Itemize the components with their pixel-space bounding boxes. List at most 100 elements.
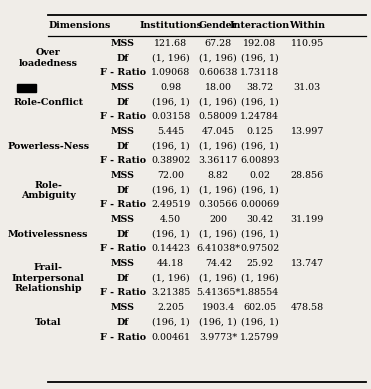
Text: 4.50: 4.50 xyxy=(160,215,181,224)
Text: Df: Df xyxy=(117,318,129,327)
Text: (196, 1): (196, 1) xyxy=(152,142,190,151)
Text: F - Ratio: F - Ratio xyxy=(100,156,146,165)
Text: Dimensions: Dimensions xyxy=(48,21,111,30)
Text: F - Ratio: F - Ratio xyxy=(100,112,146,121)
Text: Gender: Gender xyxy=(199,21,238,30)
Text: F - Ratio: F - Ratio xyxy=(100,333,146,342)
Text: 30.42: 30.42 xyxy=(246,215,273,224)
Text: (1, 196): (1, 196) xyxy=(200,186,237,195)
Text: Powerless-Ness: Powerless-Ness xyxy=(7,142,89,151)
Text: (196, 1): (196, 1) xyxy=(241,318,279,327)
Text: Motivelessness: Motivelessness xyxy=(8,230,89,239)
Text: 5.445: 5.445 xyxy=(157,127,184,136)
Text: (1, 196): (1, 196) xyxy=(241,274,279,283)
Text: 0.58009: 0.58009 xyxy=(199,112,238,121)
Text: Df: Df xyxy=(117,98,129,107)
Text: MSS: MSS xyxy=(111,259,135,268)
Text: 3.9773*: 3.9773* xyxy=(199,333,237,342)
Text: 13.747: 13.747 xyxy=(291,259,324,268)
Text: MSS: MSS xyxy=(111,171,135,180)
Text: 1.25799: 1.25799 xyxy=(240,333,279,342)
Text: Within: Within xyxy=(289,21,325,30)
Text: 0.03158: 0.03158 xyxy=(151,112,190,121)
Text: 602.05: 602.05 xyxy=(243,303,276,312)
Text: 1.88554: 1.88554 xyxy=(240,289,279,298)
Text: 74.42: 74.42 xyxy=(205,259,232,268)
Text: (1, 196): (1, 196) xyxy=(152,54,190,63)
Text: 110.95: 110.95 xyxy=(290,39,324,48)
Text: 0.30566: 0.30566 xyxy=(198,200,238,209)
Text: Df: Df xyxy=(117,274,129,283)
Text: Over
loadedness: Over loadedness xyxy=(19,49,78,68)
Text: 38.72: 38.72 xyxy=(246,83,273,92)
Text: 25.92: 25.92 xyxy=(246,259,273,268)
Text: 5.41365*: 5.41365* xyxy=(196,289,240,298)
Text: 1.73118: 1.73118 xyxy=(240,68,279,77)
Text: MSS: MSS xyxy=(111,303,135,312)
Text: (196, 1): (196, 1) xyxy=(152,230,190,239)
Text: 200: 200 xyxy=(209,215,227,224)
Text: (196, 1): (196, 1) xyxy=(152,186,190,195)
Text: (1, 196): (1, 196) xyxy=(200,98,237,107)
Text: MSS: MSS xyxy=(111,83,135,92)
Text: 6.41038*: 6.41038* xyxy=(196,244,240,254)
Text: 2.49519: 2.49519 xyxy=(151,200,190,209)
Text: 0.125: 0.125 xyxy=(246,127,273,136)
Text: 8.82: 8.82 xyxy=(208,171,229,180)
Text: Df: Df xyxy=(117,142,129,151)
Text: 18.00: 18.00 xyxy=(205,83,232,92)
Text: (1, 196): (1, 196) xyxy=(200,230,237,239)
Text: MSS: MSS xyxy=(111,127,135,136)
Text: Df: Df xyxy=(117,230,129,239)
Text: Frail-
Interpersonal
Relationship: Frail- Interpersonal Relationship xyxy=(12,263,85,293)
Text: 1.24784: 1.24784 xyxy=(240,112,279,121)
Text: F - Ratio: F - Ratio xyxy=(100,200,146,209)
Text: 0.98: 0.98 xyxy=(160,83,181,92)
Text: 67.28: 67.28 xyxy=(205,39,232,48)
Text: 3.21385: 3.21385 xyxy=(151,289,190,298)
Text: 2.205: 2.205 xyxy=(157,303,184,312)
Text: (196, 1): (196, 1) xyxy=(241,54,279,63)
Text: 1.09068: 1.09068 xyxy=(151,68,190,77)
Text: 3.36117: 3.36117 xyxy=(198,156,238,165)
Text: 478.58: 478.58 xyxy=(291,303,324,312)
Text: 0.02: 0.02 xyxy=(249,171,270,180)
Text: F - Ratio: F - Ratio xyxy=(100,244,146,254)
Text: 13.997: 13.997 xyxy=(290,127,324,136)
Text: (1, 196): (1, 196) xyxy=(200,54,237,63)
Text: 1903.4: 1903.4 xyxy=(202,303,235,312)
Text: Df: Df xyxy=(117,186,129,195)
Text: (196, 1): (196, 1) xyxy=(152,98,190,107)
Text: MSS: MSS xyxy=(111,215,135,224)
Text: (196, 1): (196, 1) xyxy=(241,98,279,107)
Text: Role-
Ambiguity: Role- Ambiguity xyxy=(21,180,76,200)
Text: 44.18: 44.18 xyxy=(157,259,184,268)
Text: (196, 1): (196, 1) xyxy=(241,142,279,151)
Text: Total: Total xyxy=(35,318,62,327)
Text: 0.38902: 0.38902 xyxy=(151,156,190,165)
Text: 0.14423: 0.14423 xyxy=(151,244,190,254)
Text: (1, 196): (1, 196) xyxy=(200,274,237,283)
Text: 47.045: 47.045 xyxy=(202,127,235,136)
Text: Df: Df xyxy=(117,54,129,63)
Text: 28.856: 28.856 xyxy=(290,171,324,180)
Text: 31.03: 31.03 xyxy=(294,83,321,92)
Text: (1, 196): (1, 196) xyxy=(200,142,237,151)
Text: 121.68: 121.68 xyxy=(154,39,187,48)
Text: (196, 1): (196, 1) xyxy=(241,230,279,239)
Text: 0.00461: 0.00461 xyxy=(151,333,190,342)
Text: 0.00069: 0.00069 xyxy=(240,200,279,209)
Text: Interaction: Interaction xyxy=(230,21,290,30)
Text: (196, 1): (196, 1) xyxy=(241,186,279,195)
Text: 6.00893: 6.00893 xyxy=(240,156,279,165)
Text: 192.08: 192.08 xyxy=(243,39,276,48)
Text: F - Ratio: F - Ratio xyxy=(100,68,146,77)
Text: Role-Conflict: Role-Conflict xyxy=(13,98,83,107)
Text: F - Ratio: F - Ratio xyxy=(100,289,146,298)
Text: (196, 1): (196, 1) xyxy=(152,318,190,327)
Text: (196, 1): (196, 1) xyxy=(200,318,237,327)
Text: Institutions: Institutions xyxy=(139,21,202,30)
Text: (1, 196): (1, 196) xyxy=(152,274,190,283)
Text: 72.00: 72.00 xyxy=(157,171,184,180)
Bar xyxy=(17,84,36,92)
